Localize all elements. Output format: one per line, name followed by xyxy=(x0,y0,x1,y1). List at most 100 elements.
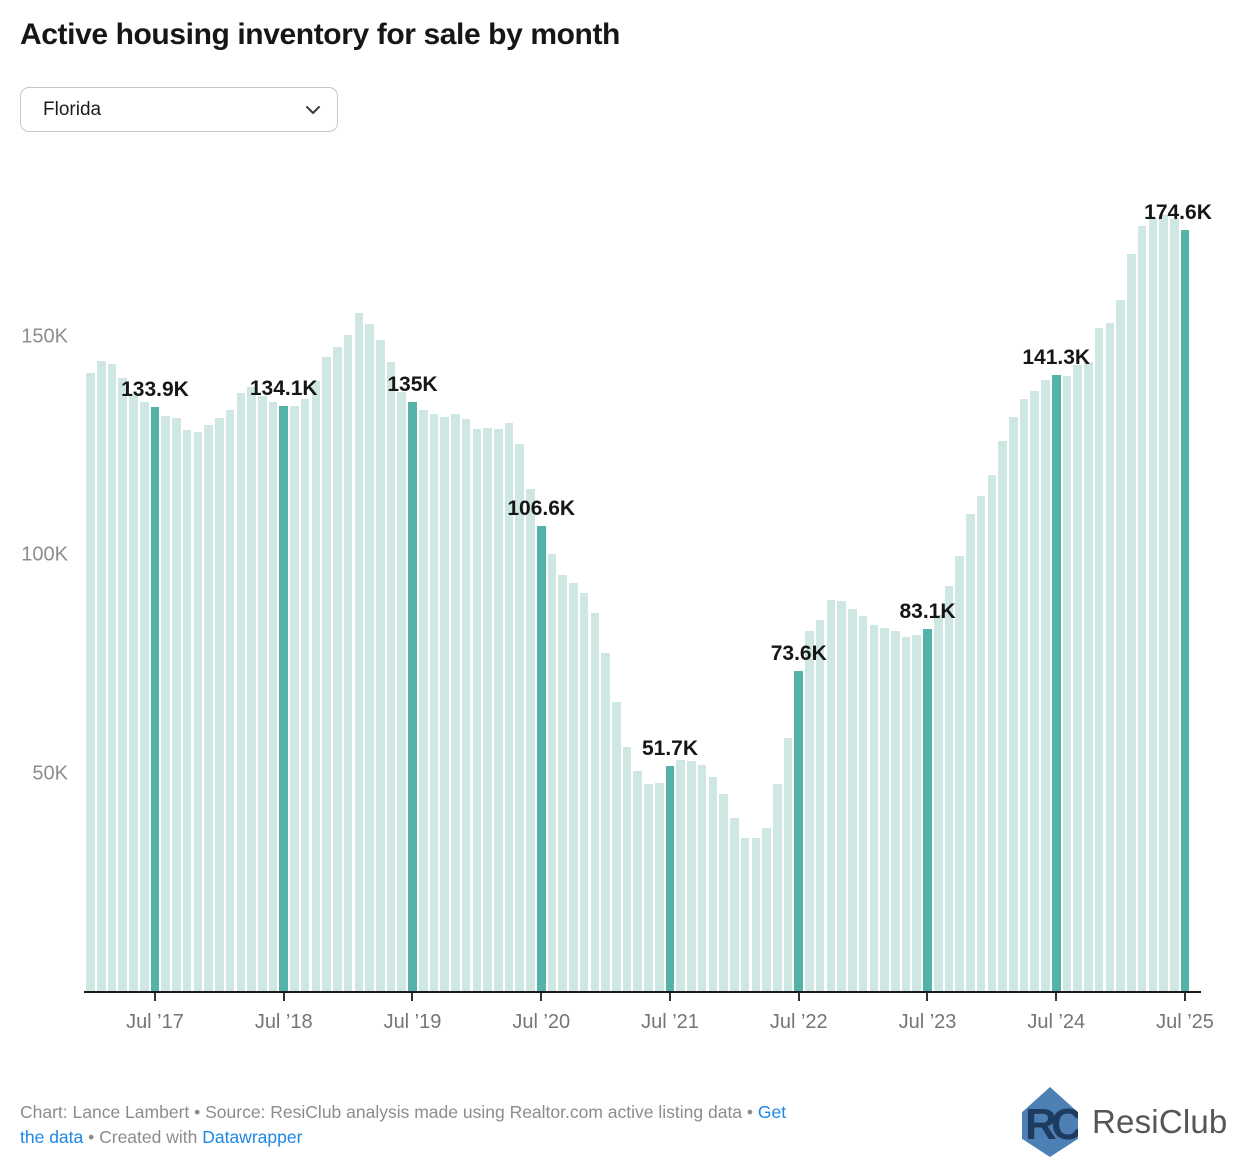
bar-2018-03[interactable] xyxy=(236,393,246,992)
bar-2017-03[interactable] xyxy=(107,364,117,992)
bar-2017-04[interactable] xyxy=(118,378,128,992)
bar-2018-02[interactable] xyxy=(225,409,235,992)
bar-2021-09[interactable] xyxy=(687,760,696,992)
bar-2018-12[interactable] xyxy=(333,346,342,992)
bar-2024-02[interactable] xyxy=(998,440,1007,992)
bar-2017-05[interactable] xyxy=(129,393,138,992)
bar-2017-11[interactable] xyxy=(193,431,203,992)
bar-2023-04[interactable] xyxy=(891,630,900,992)
bar-2023-11[interactable] xyxy=(966,514,975,992)
bar-2025-04[interactable] xyxy=(1148,217,1158,992)
bar-2023-06[interactable] xyxy=(912,634,922,992)
bar-2024-11[interactable] xyxy=(1094,327,1104,992)
bar-2024-03[interactable] xyxy=(1009,417,1018,992)
bar-2022-05[interactable] xyxy=(772,784,782,992)
bar-2017-06[interactable] xyxy=(139,402,149,992)
bar-2023-02[interactable] xyxy=(869,624,879,992)
get-the-data-link-2[interactable]: the data xyxy=(20,1127,84,1147)
bar-2022-04[interactable] xyxy=(762,828,771,992)
bar-2021-04[interactable] xyxy=(633,771,643,992)
resiclub-logo[interactable]: R C ResiClub xyxy=(1022,1087,1228,1157)
bar-2017-10[interactable] xyxy=(182,429,192,992)
bar-2025-02[interactable] xyxy=(1127,254,1136,992)
bar-2022-03[interactable] xyxy=(751,837,761,992)
bar-2018-05[interactable] xyxy=(257,396,267,992)
bar-2022-11[interactable] xyxy=(837,601,846,992)
bar-2018-07-highlighted[interactable] xyxy=(279,406,289,992)
bar-2018-11[interactable] xyxy=(322,357,331,992)
bar-2021-02[interactable] xyxy=(612,701,621,992)
bar-2018-04[interactable] xyxy=(247,386,256,992)
bar-2020-12[interactable] xyxy=(590,613,600,992)
bar-2022-09[interactable] xyxy=(815,620,825,992)
bar-2021-07-highlighted[interactable] xyxy=(665,766,675,992)
bar-2019-04[interactable] xyxy=(375,340,385,992)
bar-2019-06[interactable] xyxy=(397,391,407,992)
bar-2017-02[interactable] xyxy=(97,360,106,992)
bar-2025-06[interactable] xyxy=(1169,218,1179,992)
bar-2022-02[interactable] xyxy=(740,838,750,992)
bar-2022-08[interactable] xyxy=(805,631,814,992)
bar-2021-10[interactable] xyxy=(697,764,707,992)
bar-2023-03[interactable] xyxy=(880,627,889,992)
bar-2022-01[interactable] xyxy=(730,818,739,992)
bar-2022-07-highlighted[interactable] xyxy=(794,670,804,992)
bar-2017-01[interactable] xyxy=(86,373,95,992)
bar-2021-08[interactable] xyxy=(676,760,685,992)
bar-2017-08[interactable] xyxy=(161,415,170,992)
bar-2021-01[interactable] xyxy=(601,653,610,992)
bar-2019-11[interactable] xyxy=(451,413,460,992)
get-the-data-link[interactable]: Get xyxy=(757,1102,787,1122)
bar-2019-03[interactable] xyxy=(365,323,374,992)
bar-2018-08[interactable] xyxy=(290,405,299,992)
bar-2020-06[interactable] xyxy=(526,488,535,992)
bar-2023-08[interactable] xyxy=(933,615,943,992)
bar-2022-12[interactable] xyxy=(848,608,857,992)
bar-2023-05[interactable] xyxy=(901,636,911,992)
datawrapper-link[interactable]: Datawrapper xyxy=(202,1127,303,1147)
bar-2023-09[interactable] xyxy=(944,585,954,992)
bar-2023-12[interactable] xyxy=(976,495,986,992)
bar-2020-11[interactable] xyxy=(579,593,589,992)
bar-2018-01[interactable] xyxy=(215,418,224,992)
bar-2025-03[interactable] xyxy=(1137,226,1147,992)
bar-2021-05[interactable] xyxy=(644,784,653,992)
bar-2021-12[interactable] xyxy=(719,794,728,992)
bar-2024-10[interactable] xyxy=(1084,362,1093,992)
bar-2023-07-highlighted[interactable] xyxy=(923,629,932,992)
bar-2024-08[interactable] xyxy=(1062,376,1072,992)
bar-2022-10[interactable] xyxy=(826,600,836,992)
bar-2020-10[interactable] xyxy=(569,583,578,992)
bar-2020-03[interactable] xyxy=(494,428,503,992)
bar-2024-06[interactable] xyxy=(1041,380,1050,992)
bar-2024-07-highlighted[interactable] xyxy=(1051,374,1061,992)
bar-2025-01[interactable] xyxy=(1116,299,1125,992)
bar-2019-09[interactable] xyxy=(429,414,439,992)
bar-2021-03[interactable] xyxy=(622,746,632,992)
bar-2024-01[interactable] xyxy=(987,474,997,992)
bar-2019-10[interactable] xyxy=(440,416,449,992)
bar-2024-04[interactable] xyxy=(1019,398,1029,992)
bar-2017-12[interactable] xyxy=(204,424,213,992)
bar-2017-09[interactable] xyxy=(172,417,181,992)
bar-2025-07-highlighted[interactable] xyxy=(1180,229,1190,992)
region-dropdown[interactable]: Florida xyxy=(20,87,338,132)
bar-2019-05[interactable] xyxy=(386,361,396,992)
bar-2020-05[interactable] xyxy=(515,443,525,992)
bar-2024-12[interactable] xyxy=(1105,322,1115,992)
bar-2020-01[interactable] xyxy=(472,428,482,992)
bar-2020-02[interactable] xyxy=(483,428,492,992)
bar-2023-10[interactable] xyxy=(955,556,964,992)
bar-2022-06[interactable] xyxy=(783,737,793,992)
bar-2020-04[interactable] xyxy=(504,423,514,992)
bar-2020-07-highlighted[interactable] xyxy=(536,526,546,992)
bar-2018-10[interactable] xyxy=(311,380,321,992)
bar-2017-07-highlighted[interactable] xyxy=(150,407,160,992)
bar-2020-09[interactable] xyxy=(558,574,567,992)
bar-2024-05[interactable] xyxy=(1030,390,1040,992)
bar-2024-09[interactable] xyxy=(1073,365,1082,992)
bar-2023-01[interactable] xyxy=(858,616,868,992)
bar-2019-12[interactable] xyxy=(461,419,471,992)
bar-2019-07-highlighted[interactable] xyxy=(408,402,417,992)
bar-2021-11[interactable] xyxy=(708,776,718,992)
